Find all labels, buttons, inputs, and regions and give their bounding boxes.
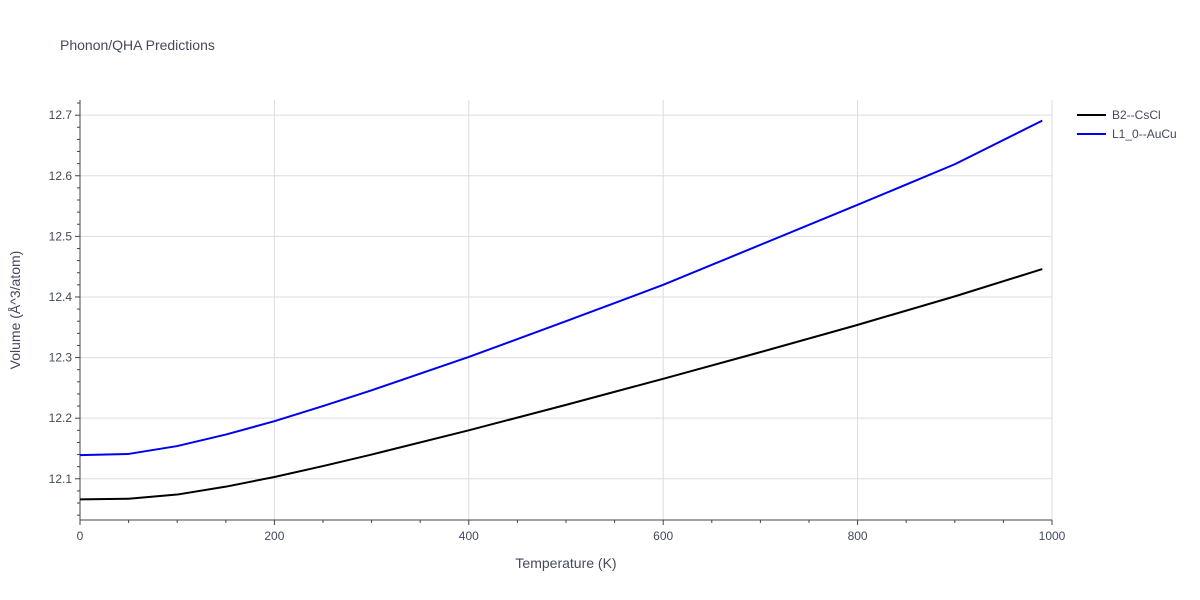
- grid: [80, 100, 1053, 520]
- x-tick-label: 800: [848, 529, 868, 543]
- chart-title: Phonon/QHA Predictions: [60, 37, 215, 53]
- x-tick-label: 400: [459, 529, 479, 543]
- x-axis-title: Temperature (K): [515, 555, 616, 571]
- series-line-0[interactable]: [79, 268, 1043, 501]
- axes: 0 200 400 600 800 1000 12.1 12.2 12.3 12.4 12.5 12.…: [49, 100, 1066, 543]
- y-tick-label: 12.2: [49, 411, 73, 425]
- y-tick-label: 12.7: [49, 108, 73, 122]
- y-tick-label: 12.3: [49, 351, 73, 365]
- y-axis-title: Volume (Å^3/atom): [7, 251, 23, 370]
- y-tick-label: 12.1: [49, 472, 73, 486]
- y-tick-label: 12.4: [49, 290, 73, 304]
- legend-label: B2--CsCl: [1112, 108, 1161, 122]
- x-tick-label: 1000: [1039, 529, 1066, 543]
- y-tick-label: 12.6: [49, 169, 73, 183]
- legend[interactable]: B2--CsCl L1_0--AuCu: [1077, 108, 1177, 141]
- x-tick-label: 600: [653, 529, 673, 543]
- series-line-1[interactable]: [79, 119, 1043, 457]
- legend-item-0[interactable]: B2--CsCl: [1077, 108, 1161, 122]
- x-tick-label: 200: [264, 529, 284, 543]
- legend-label: L1_0--AuCu: [1112, 127, 1177, 141]
- x-tick-label: 0: [77, 529, 84, 543]
- legend-item-1[interactable]: L1_0--AuCu: [1077, 127, 1177, 141]
- series-layer: [79, 119, 1043, 501]
- y-tick-label: 12.5: [49, 229, 73, 243]
